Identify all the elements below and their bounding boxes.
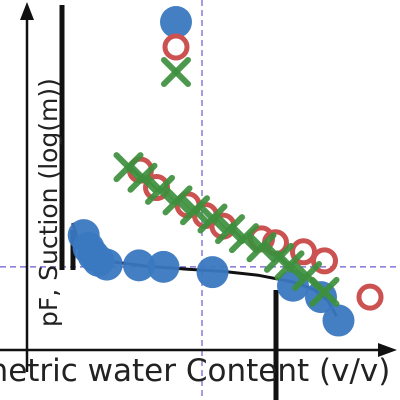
data-point-s2-p7 [229,223,259,254]
data-point-s2-p12 [309,276,340,307]
data-point-s0-p7 [196,256,229,289]
data-point-s2-p5 [197,203,228,234]
x-axis-label: metric water Content (v/v) [0,353,390,389]
legend-marker-1 [162,33,190,61]
data-point-s2-p6 [215,214,245,245]
x-axis-arrow [378,343,397,357]
data-point-s2-p1 [127,162,158,193]
legend-marker-2 [161,57,191,87]
y-axis-label: pF, Suction (log(m)) [34,78,63,327]
data-points [67,152,384,337]
data-point-s0-p10 [322,304,355,337]
data-point-s2-p8 [246,232,277,263]
data-point-s2-p3 [162,185,193,216]
legend [160,6,192,87]
legend-marker-0 [160,6,192,38]
data-point-s0-p4 [90,248,123,281]
y-axis-arrow [20,2,34,20]
data-point-s1-p9 [356,283,384,311]
data-point-s0-p5 [123,249,155,282]
data-point-s2-p2 [145,174,175,205]
data-point-s2-p10 [274,250,305,281]
data-point-s0-p6 [147,250,180,283]
data-point-s2-p4 [180,195,210,226]
data-point-s1-p8 [311,247,338,275]
